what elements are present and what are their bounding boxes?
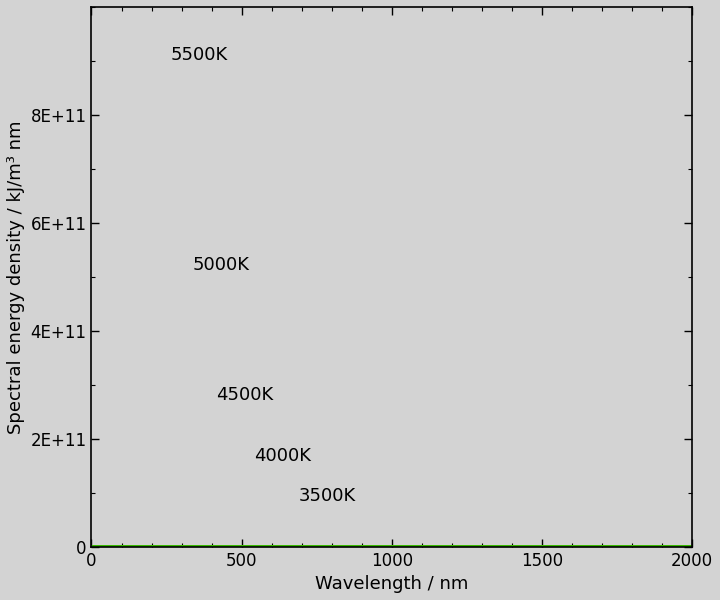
X-axis label: Wavelength / nm: Wavelength / nm <box>315 575 469 593</box>
Text: 3500K: 3500K <box>299 487 356 505</box>
Text: 5500K: 5500K <box>171 46 228 64</box>
Y-axis label: Spectral energy density / kJ/m³ nm: Spectral energy density / kJ/m³ nm <box>7 120 25 434</box>
Text: 4500K: 4500K <box>216 386 274 404</box>
Text: 5000K: 5000K <box>192 256 249 274</box>
Text: 4000K: 4000K <box>253 446 310 464</box>
